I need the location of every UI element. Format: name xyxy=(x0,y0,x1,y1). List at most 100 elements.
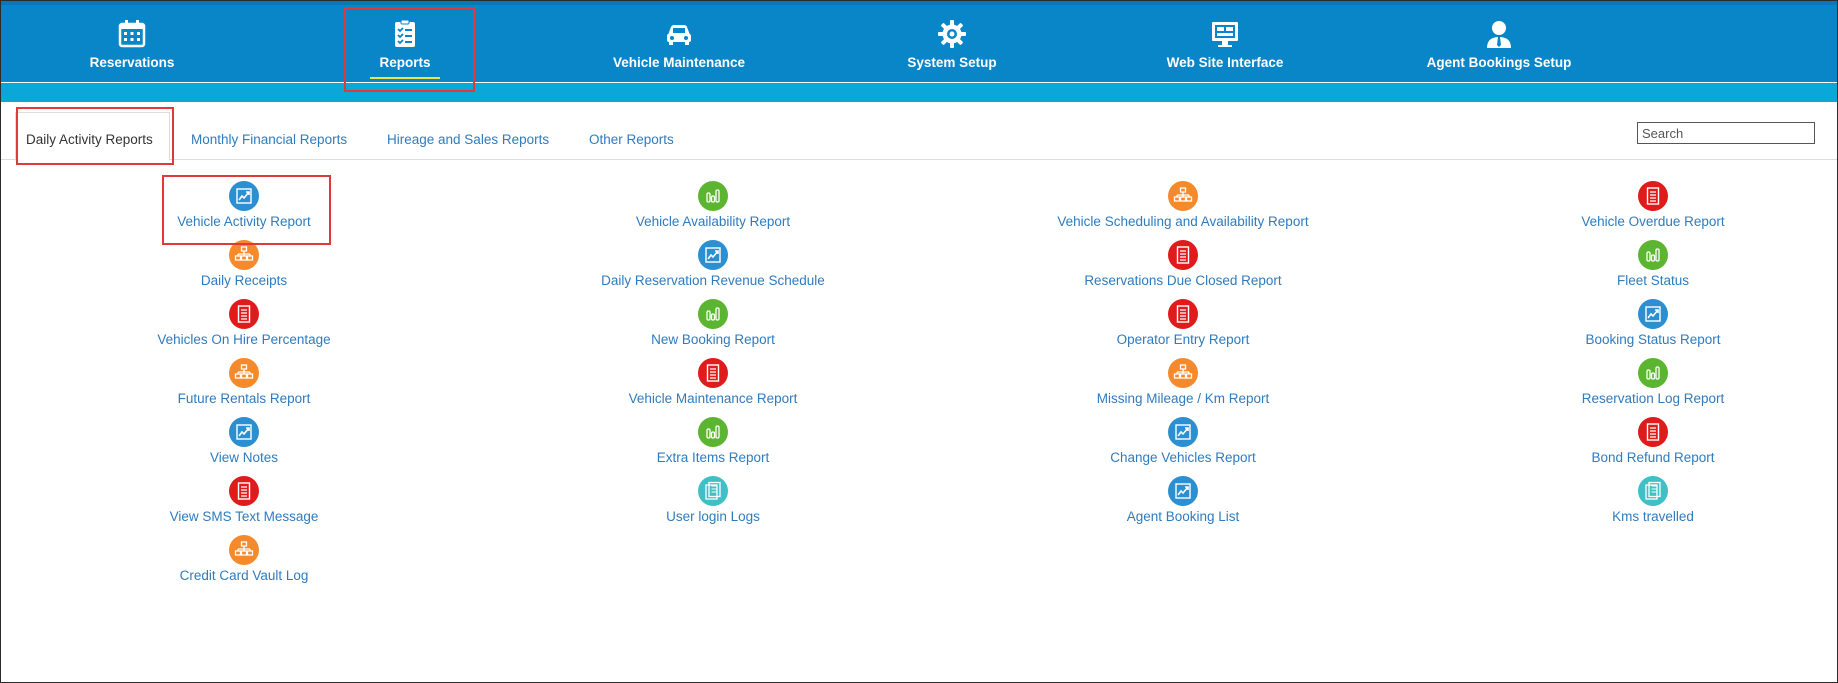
document-icon xyxy=(1638,181,1668,211)
report-link-label: Extra Items Report xyxy=(656,450,770,465)
report-link-label: Vehicle Activity Report xyxy=(177,214,311,229)
report-link-label: View SMS Text Message xyxy=(169,509,319,524)
trend-chart-icon xyxy=(229,181,259,211)
report-link[interactable]: Vehicle Activity Report xyxy=(74,181,414,229)
report-link-label: Fleet Status xyxy=(1616,273,1690,288)
report-link[interactable]: Kms travelled xyxy=(1483,476,1823,524)
calendar-icon xyxy=(118,20,146,48)
report-link[interactable]: Reservation Log Report xyxy=(1483,358,1823,406)
report-link-label: Daily Receipts xyxy=(200,273,288,288)
report-link-label: Change Vehicles Report xyxy=(1110,450,1256,465)
report-link-label: Vehicle Maintenance Report xyxy=(628,391,798,406)
nav-label-system-setup: System Setup xyxy=(907,55,997,70)
hierarchy-icon xyxy=(229,535,259,565)
report-link-label: Booking Status Report xyxy=(1585,332,1721,347)
active-tab-background xyxy=(15,112,170,161)
report-link[interactable]: View SMS Text Message xyxy=(74,476,414,524)
clipboard-checklist-icon xyxy=(395,19,415,47)
report-link-label: Credit Card Vault Log xyxy=(179,568,309,583)
report-link[interactable]: Reservations Due Closed Report xyxy=(1013,240,1353,288)
hierarchy-icon xyxy=(1168,181,1198,211)
nav-system-setup[interactable]: System Setup xyxy=(852,19,1052,79)
tab-daily-activity-reports[interactable]: Daily Activity Reports xyxy=(26,132,153,147)
report-link[interactable]: Vehicle Scheduling and Availability Repo… xyxy=(1013,181,1353,229)
document-icon xyxy=(229,299,259,329)
nav-label-agent-bookings-setup: Agent Bookings Setup xyxy=(1426,55,1572,70)
nav-reservations[interactable]: Reservations xyxy=(32,19,232,79)
report-link[interactable]: Vehicle Availability Report xyxy=(543,181,883,229)
report-link[interactable]: Vehicle Overdue Report xyxy=(1483,181,1823,229)
document-icon xyxy=(698,358,728,388)
report-link[interactable]: Bond Refund Report xyxy=(1483,417,1823,465)
report-link-label: Vehicle Overdue Report xyxy=(1581,214,1725,229)
nav-label-reports: Reports xyxy=(379,55,431,70)
report-link[interactable]: Fleet Status xyxy=(1483,240,1823,288)
report-tabs: Daily Activity Reports Monthly Financial… xyxy=(1,102,1837,161)
document-icon xyxy=(229,476,259,506)
report-link-label: Reservations Due Closed Report xyxy=(1084,273,1282,288)
report-link[interactable]: Booking Status Report xyxy=(1483,299,1823,347)
nav-web-site-interface[interactable]: Web Site Interface xyxy=(1125,19,1325,79)
hierarchy-icon xyxy=(229,358,259,388)
report-link[interactable]: Daily Reservation Revenue Schedule xyxy=(543,240,883,288)
document-icon xyxy=(1168,240,1198,270)
nav-label-reservations: Reservations xyxy=(89,55,175,70)
report-link[interactable]: New Booking Report xyxy=(543,299,883,347)
report-link[interactable]: Change Vehicles Report xyxy=(1013,417,1353,465)
report-link-label: User login Logs xyxy=(666,509,760,524)
report-link-label: Vehicle Scheduling and Availability Repo… xyxy=(1057,214,1309,229)
bar-chart-icon xyxy=(1638,240,1668,270)
tab-hireage-and-sales-reports[interactable]: Hireage and Sales Reports xyxy=(387,132,550,147)
bar-chart-icon xyxy=(1638,358,1668,388)
nav-reports[interactable]: Reports xyxy=(305,19,505,79)
report-link[interactable]: Daily Receipts xyxy=(74,240,414,288)
nav-vehicle-maintenance[interactable]: Vehicle Maintenance xyxy=(579,19,779,79)
nav-agent-bookings-setup[interactable]: Agent Bookings Setup xyxy=(1399,19,1599,79)
report-link[interactable]: Agent Booking List xyxy=(1013,476,1353,524)
search-input[interactable] xyxy=(1637,122,1815,144)
report-link-label: Operator Entry Report xyxy=(1116,332,1250,347)
gear-icon xyxy=(938,20,966,48)
nav-label-vehicle-maintenance: Vehicle Maintenance xyxy=(612,55,746,70)
report-link[interactable]: Vehicle Maintenance Report xyxy=(543,358,883,406)
report-link-label: Missing Mileage / Km Report xyxy=(1096,391,1270,406)
document-icon xyxy=(1638,417,1668,447)
hierarchy-icon xyxy=(1168,358,1198,388)
report-link[interactable]: Credit Card Vault Log xyxy=(74,535,414,583)
report-link[interactable]: Vehicles On Hire Percentage xyxy=(74,299,414,347)
bar-chart-icon xyxy=(698,181,728,211)
trend-chart-icon xyxy=(698,240,728,270)
report-link-label: New Booking Report xyxy=(651,332,775,347)
bar-chart-icon xyxy=(698,417,728,447)
bar-chart-icon xyxy=(698,299,728,329)
report-link-label: Reservation Log Report xyxy=(1581,391,1725,406)
nav-separator xyxy=(1,82,1837,83)
nav-label-web-site-interface: Web Site Interface xyxy=(1166,55,1284,70)
trend-chart-icon xyxy=(1168,476,1198,506)
top-nav-bar: Reservations Reports xyxy=(1,1,1837,83)
report-link[interactable]: Extra Items Report xyxy=(543,417,883,465)
report-link-label: Kms travelled xyxy=(1612,509,1694,524)
tab-other-reports[interactable]: Other Reports xyxy=(589,132,674,147)
log-pages-icon xyxy=(1638,476,1668,506)
report-link-label: Daily Reservation Revenue Schedule xyxy=(601,273,825,288)
hierarchy-icon xyxy=(229,240,259,270)
trend-chart-icon xyxy=(1638,299,1668,329)
report-link[interactable]: Operator Entry Report xyxy=(1013,299,1353,347)
report-link[interactable]: Missing Mileage / Km Report xyxy=(1013,358,1353,406)
agent-user-icon xyxy=(1487,21,1511,48)
report-link-label: Vehicle Availability Report xyxy=(635,214,791,229)
tab-monthly-financial-reports[interactable]: Monthly Financial Reports xyxy=(191,132,348,147)
nav-sub-bar xyxy=(1,83,1837,102)
monitor-icon xyxy=(1212,22,1238,47)
report-link[interactable]: View Notes xyxy=(74,417,414,465)
report-link-label: Vehicles On Hire Percentage xyxy=(157,332,331,347)
log-pages-icon xyxy=(698,476,728,506)
report-link[interactable]: Future Rentals Report xyxy=(74,358,414,406)
report-link-label: Agent Booking List xyxy=(1126,509,1240,524)
trend-chart-icon xyxy=(229,417,259,447)
trend-chart-icon xyxy=(1168,417,1198,447)
report-link[interactable]: User login Logs xyxy=(543,476,883,524)
car-icon xyxy=(667,25,691,45)
